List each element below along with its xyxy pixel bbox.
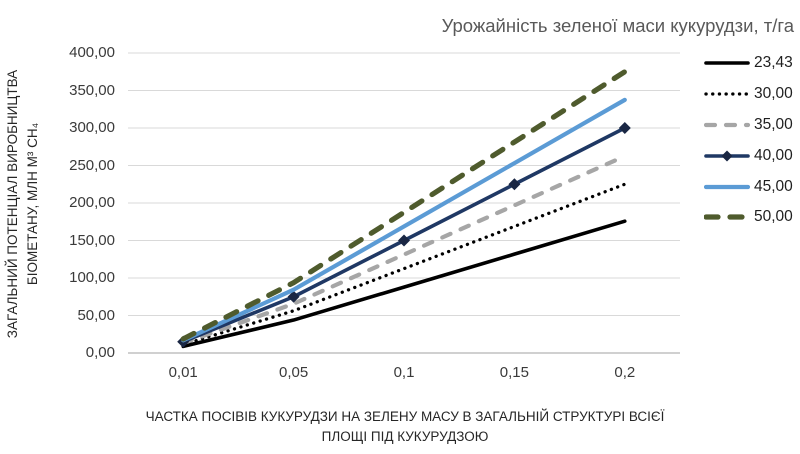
series-marker-40,00	[287, 290, 300, 303]
legend-label: 30,00	[754, 85, 793, 103]
legend-swatch-icon	[704, 184, 751, 189]
y-tick-label: 200,00	[69, 194, 115, 211]
legend-item-40,00: 40,00	[704, 140, 793, 171]
legend-label: 40,00	[754, 146, 793, 164]
legend-swatch-icon	[704, 214, 751, 220]
chart-title: Урожайність зеленої маси кукурудзи, т/га	[441, 15, 794, 36]
legend-label: 50,00	[754, 208, 793, 226]
y-tick-label: 300,00	[69, 119, 115, 136]
series-marker-40,00	[618, 122, 631, 134]
x-tick-label: 0,2	[614, 364, 636, 381]
y-tick-label: 250,00	[69, 156, 115, 174]
x-axis-title-line1: ЧАСТКА ПОСІВІВ КУКУРУДЗИ НА ЗЕЛЕНУ МАСУ …	[145, 409, 665, 424]
legend-item-35,00: 35,00	[704, 110, 793, 141]
legend-label: 35,00	[754, 115, 793, 133]
legend-swatch-icon	[704, 150, 750, 162]
y-tick-label: 0,00	[85, 344, 115, 361]
y-tick-label: 150,00	[69, 231, 115, 249]
y-tick-label: 50,00	[77, 306, 115, 324]
series-line-30,00	[181, 182, 627, 347]
x-tick-label: 0,05	[278, 364, 309, 381]
legend-marker	[721, 150, 733, 162]
y-tick-label: 400,00	[69, 44, 115, 61]
legend: 23,43 30,00 35,00 40,00 45,00 50,00	[704, 48, 793, 233]
series-marker-40,00	[508, 178, 521, 191]
x-tick-label: 0,01	[168, 364, 198, 381]
legend-item-23,43: 23,43	[704, 48, 793, 79]
legend-label: 45,00	[754, 177, 793, 195]
series-marker-40,00	[398, 234, 410, 247]
x-tick-label: 0,1	[393, 364, 415, 381]
legend-label: 23,43	[754, 54, 793, 72]
series-line-35,00	[181, 154, 627, 346]
series-line-23,43	[181, 219, 627, 349]
x-axis-title-line2: ПЛОЩІ ПІД КУКУРУДЗОЮ	[321, 428, 489, 444]
x-axis-title: ЧАСТКА ПОСІВІВ КУКУРУДЗИ НА ЗЕЛЕНУ МАСУ …	[60, 407, 750, 446]
y-tick-label: 100,00	[69, 269, 115, 286]
x-tick-label: 0,15	[499, 364, 529, 381]
legend-item-45,00: 45,00	[704, 171, 793, 202]
legend-swatch-icon	[704, 92, 750, 96]
legend-swatch-icon	[704, 61, 750, 66]
series-line-45,00	[181, 97, 627, 343]
legend-item-50,00: 50,00	[704, 202, 793, 233]
legend-item-30,00: 30,00	[704, 79, 793, 110]
y-tick-label: 350,00	[69, 81, 115, 99]
legend-swatch-icon	[704, 122, 751, 128]
series-line-50,00	[180, 69, 628, 342]
